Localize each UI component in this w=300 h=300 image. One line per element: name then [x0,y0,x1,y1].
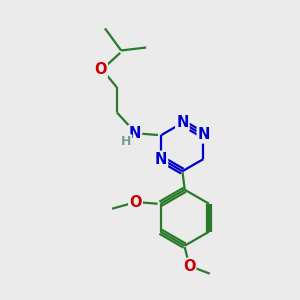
Text: N: N [176,115,189,130]
Text: O: O [94,62,107,77]
Text: O: O [129,195,142,210]
Text: N: N [198,128,210,142]
Text: H: H [121,135,131,148]
Text: N: N [129,126,141,141]
Text: N: N [155,152,167,166]
Text: O: O [183,259,195,274]
